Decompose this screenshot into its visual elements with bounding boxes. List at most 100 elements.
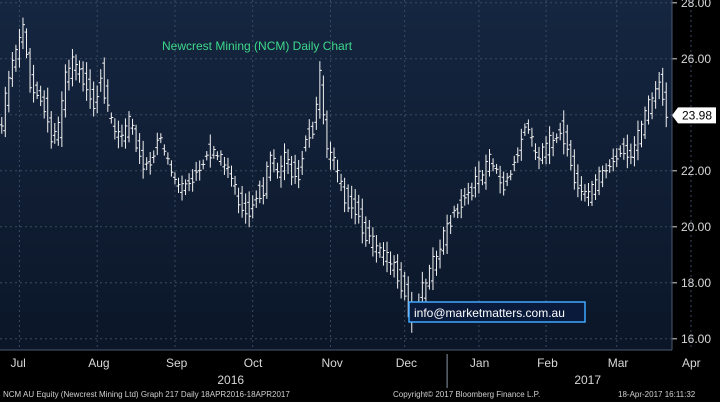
price-bar <box>575 164 580 198</box>
price-bar <box>102 57 107 104</box>
price-bar <box>445 214 450 254</box>
price-bar <box>296 159 301 189</box>
price-bar <box>0 117 4 134</box>
price-bar <box>515 147 520 163</box>
x-tick-label: Oct <box>244 356 263 370</box>
price-bar <box>498 165 503 194</box>
price-bar <box>441 226 446 255</box>
price-bar <box>423 278 428 303</box>
price-bar <box>590 180 595 206</box>
price-bar <box>176 177 181 193</box>
price-bar <box>586 183 591 207</box>
price-bar <box>314 96 319 130</box>
price-bar <box>141 140 146 179</box>
x-tick-label: Nov <box>321 356 342 370</box>
price-bar <box>360 198 365 244</box>
price-bar <box>20 17 25 50</box>
price-bar <box>536 146 541 170</box>
year-label: 2016 <box>217 373 244 387</box>
y-tick-label: 22.00 <box>681 164 711 178</box>
price-bar <box>95 85 100 114</box>
chart-title: Newcrest Mining (NCM) Daily Chart <box>162 39 353 53</box>
price-bar <box>317 61 322 119</box>
price-bar <box>211 145 216 159</box>
price-bar <box>522 123 527 136</box>
price-bar <box>402 271 407 301</box>
price-bar <box>49 111 54 149</box>
price-bar <box>597 166 602 196</box>
price-bar <box>554 133 559 143</box>
price-bar <box>261 177 266 205</box>
price-bar <box>105 79 110 112</box>
y-tick-label: 20.00 <box>681 220 711 234</box>
price-bar <box>635 120 640 161</box>
price-bar <box>300 150 305 175</box>
price-bar <box>63 64 68 118</box>
price-bar <box>512 155 517 172</box>
price-bar <box>201 159 206 170</box>
price-bar <box>650 92 655 120</box>
price-bar <box>501 171 506 196</box>
price-bar <box>466 182 471 205</box>
price-bar <box>197 160 202 181</box>
price-bar <box>98 69 103 92</box>
price-bar <box>28 48 33 93</box>
price-bar <box>310 121 315 139</box>
price-bar <box>31 64 36 103</box>
price-bar <box>307 119 312 148</box>
x-tick-label: Mar <box>608 356 629 370</box>
x-tick-label: Aug <box>88 356 109 370</box>
price-bar <box>158 133 163 144</box>
price-bar <box>399 262 404 299</box>
price-bar <box>427 264 432 290</box>
price-bar <box>208 134 213 168</box>
price-bar <box>621 137 626 160</box>
price-bar <box>370 227 375 257</box>
price-bar <box>165 152 170 165</box>
price-bar <box>335 159 340 183</box>
price-bar <box>293 154 298 184</box>
price-bar <box>289 156 294 186</box>
price-bar <box>233 175 238 195</box>
price-bar <box>374 235 379 263</box>
price-bar <box>81 61 86 92</box>
price-bar <box>183 179 188 196</box>
price-bar <box>469 182 474 201</box>
price-bar <box>172 172 177 185</box>
price-bar <box>187 173 192 192</box>
price-bar <box>254 190 259 208</box>
price-bar <box>660 67 665 106</box>
price-bar <box>70 48 75 87</box>
price-bar <box>88 69 93 109</box>
price-bar <box>134 124 139 152</box>
price-bar <box>639 120 644 148</box>
price-bar <box>452 205 457 218</box>
price-bar <box>430 247 435 291</box>
price-bar <box>480 169 485 186</box>
price-bar <box>388 251 393 275</box>
x-tick-label: Sep <box>166 356 188 370</box>
price-bar <box>356 194 361 224</box>
x-tick-label: Feb <box>537 356 558 370</box>
price-bar <box>130 118 135 135</box>
footer-left: NCM AU Equity (Newcrest Mining Ltd) Grap… <box>3 390 290 399</box>
price-bar <box>215 151 220 161</box>
price-bar <box>526 119 531 134</box>
price-bar <box>52 123 57 144</box>
price-bar <box>392 255 397 278</box>
price-bar <box>459 189 464 219</box>
price-bar <box>324 110 329 159</box>
price-bar <box>264 161 269 199</box>
price-bar <box>286 149 291 174</box>
price-bar <box>66 59 71 91</box>
price-bar <box>73 54 78 81</box>
price-bar <box>505 172 510 187</box>
price-bar <box>268 151 273 182</box>
price-bar <box>148 151 153 175</box>
price-bar <box>558 122 563 141</box>
price-bar <box>618 145 623 158</box>
price-bar <box>42 90 47 119</box>
